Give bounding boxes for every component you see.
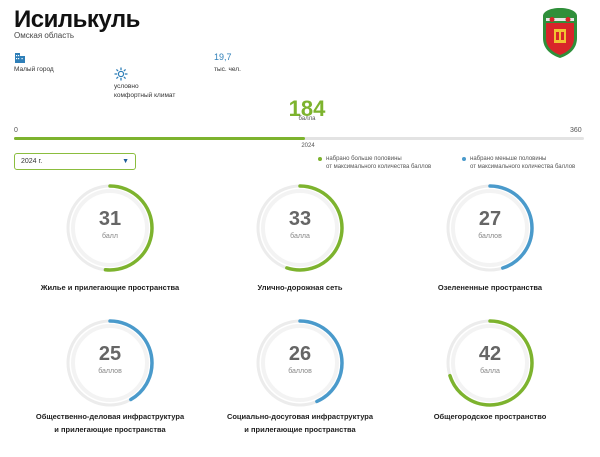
ring-inner	[451, 324, 529, 402]
ring-progress-arc	[66, 184, 154, 272]
category-score: 27	[478, 208, 502, 230]
year-select[interactable]: 2024 г. ▼	[14, 153, 136, 170]
category-score-unit: балл	[102, 233, 118, 240]
scale-min: 0	[14, 127, 18, 134]
category-score: 31	[98, 208, 122, 230]
stat-label: Малый город	[14, 66, 54, 73]
year-mark: 2024	[301, 143, 315, 149]
legend-dot-blue	[462, 157, 466, 161]
category-name: Общественно-деловая инфраструктура и при…	[35, 412, 185, 434]
stat-population: 19,7 тыс. чел.	[214, 50, 241, 75]
category-name: Улично-дорожная сеть	[257, 283, 343, 292]
stat-label: тыс. чел.	[214, 66, 241, 73]
city-title: Исилькуль	[14, 6, 140, 33]
score-ring-graphic	[66, 319, 154, 407]
category-score-unit: балла	[480, 368, 500, 375]
score-ring-graphic	[66, 184, 154, 272]
category-name: Общегородское пространство	[433, 412, 547, 421]
stat-climate: условно комфортный климат	[114, 50, 175, 100]
ring-progress-arc	[446, 184, 534, 272]
legend-label: набрано меньше половины от максимального…	[470, 156, 576, 170]
ring-inner	[261, 324, 339, 402]
score-ring: 42 балла	[445, 318, 535, 408]
score-progress-bar	[14, 137, 584, 140]
score-ring-graphic	[446, 319, 534, 407]
ring-inner	[451, 189, 529, 267]
score-ring: 31 балл	[65, 183, 155, 273]
chevron-down-icon: ▼	[122, 158, 129, 165]
climate-icon	[114, 59, 175, 81]
score-ring: 33 балла	[255, 183, 345, 273]
category-score-unit: баллов	[98, 368, 122, 375]
stat-settlement-type: Малый город	[14, 50, 54, 75]
legend-dot-green	[318, 157, 322, 161]
category-score-unit: балла	[290, 233, 310, 240]
score-ring: 27 баллов	[445, 183, 535, 273]
category-score: 33	[288, 208, 312, 230]
category-score: 26	[288, 343, 312, 365]
region-name: Омская область	[14, 31, 75, 40]
ring-progress-arc	[256, 319, 344, 407]
ring-progress-arc	[446, 319, 534, 407]
score-ring-graphic	[256, 184, 344, 272]
category-score-unit: баллов	[288, 368, 312, 375]
legend-label: набрано больше половины от максимального…	[326, 156, 432, 170]
score-ring: 25 баллов	[65, 318, 155, 408]
scale-max: 360	[570, 127, 582, 134]
score-ring-graphic	[446, 184, 534, 272]
score-ring: 26 баллов	[255, 318, 345, 408]
buildings-icon	[14, 50, 54, 64]
ring-progress-arc	[66, 319, 154, 407]
ring-inner	[71, 324, 149, 402]
category-score: 25	[98, 343, 122, 365]
category-name: Жилье и прилегающие пространства	[40, 283, 180, 292]
category-name: Озелененные пространства	[437, 283, 543, 292]
category-score: 42	[478, 343, 502, 365]
ring-inner	[71, 189, 149, 267]
legend-above-half: набрано больше половины от максимального…	[318, 155, 448, 171]
score-ring-graphic	[256, 319, 344, 407]
stat-label: условно комфортный климат	[114, 83, 176, 99]
population-value: 19,7	[214, 52, 232, 62]
year-select-value: 2024 г.	[21, 158, 43, 165]
category-name: Социально-досуговая инфраструктура и при…	[226, 412, 374, 434]
ring-progress-arc	[256, 184, 344, 272]
legend-below-half: набрано меньше половины от максимального…	[462, 155, 592, 171]
total-score: 184	[288, 96, 326, 121]
total-score-unit: балла	[298, 116, 316, 122]
category-score-unit: баллов	[478, 233, 502, 240]
score-progress-fill	[14, 137, 306, 140]
ring-inner	[261, 189, 339, 267]
coat-of-arms-icon	[543, 8, 577, 58]
